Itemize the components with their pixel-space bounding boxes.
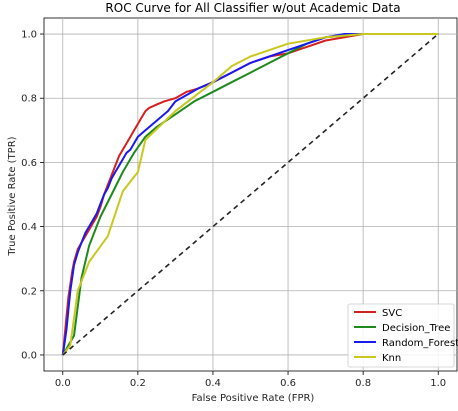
x-axis-ticks: 0.0 0.2 0.4 0.6 0.8 1.0 [55, 371, 446, 389]
legend: SVC Decision_Tree Random_Forest Knn [347, 303, 458, 368]
y-tick-label: 1.0 [21, 30, 37, 41]
y-axis-label: True Positive Rate (TPR) [7, 136, 18, 256]
x-tick-label: 0.0 [55, 378, 71, 389]
x-tick-label: 1.0 [430, 378, 446, 389]
legend-label: SVC [382, 308, 402, 319]
y-tick-label: 0.2 [21, 286, 37, 297]
x-tick-label: 0.8 [355, 378, 371, 389]
y-tick-label: 0.4 [21, 222, 37, 233]
series-line-knn [62, 33, 439, 356]
curves [61, 33, 439, 356]
legend-label: Knn [382, 353, 401, 364]
y-tick-label: 0.8 [21, 94, 37, 105]
legend-label: Random_Forest [382, 338, 458, 349]
x-tick-label: 0.2 [130, 378, 146, 389]
y-tick-label: 0.0 [21, 350, 37, 361]
legend-box [347, 303, 455, 368]
y-axis-ticks: 0.0 0.2 0.4 0.6 0.8 1.0 [21, 30, 44, 361]
x-tick-label: 0.4 [205, 378, 221, 389]
chart-title: ROC Curve for All Classifier w/out Acade… [105, 1, 400, 15]
y-tick-label: 0.6 [21, 158, 37, 169]
x-tick-label: 0.6 [280, 378, 296, 389]
diagonal-reference-line [62, 33, 439, 356]
legend-label: Decision_Tree [382, 323, 450, 334]
x-axis-label: False Positive Rate (FPR) [192, 393, 315, 404]
series-line-random-forest [61, 33, 439, 356]
